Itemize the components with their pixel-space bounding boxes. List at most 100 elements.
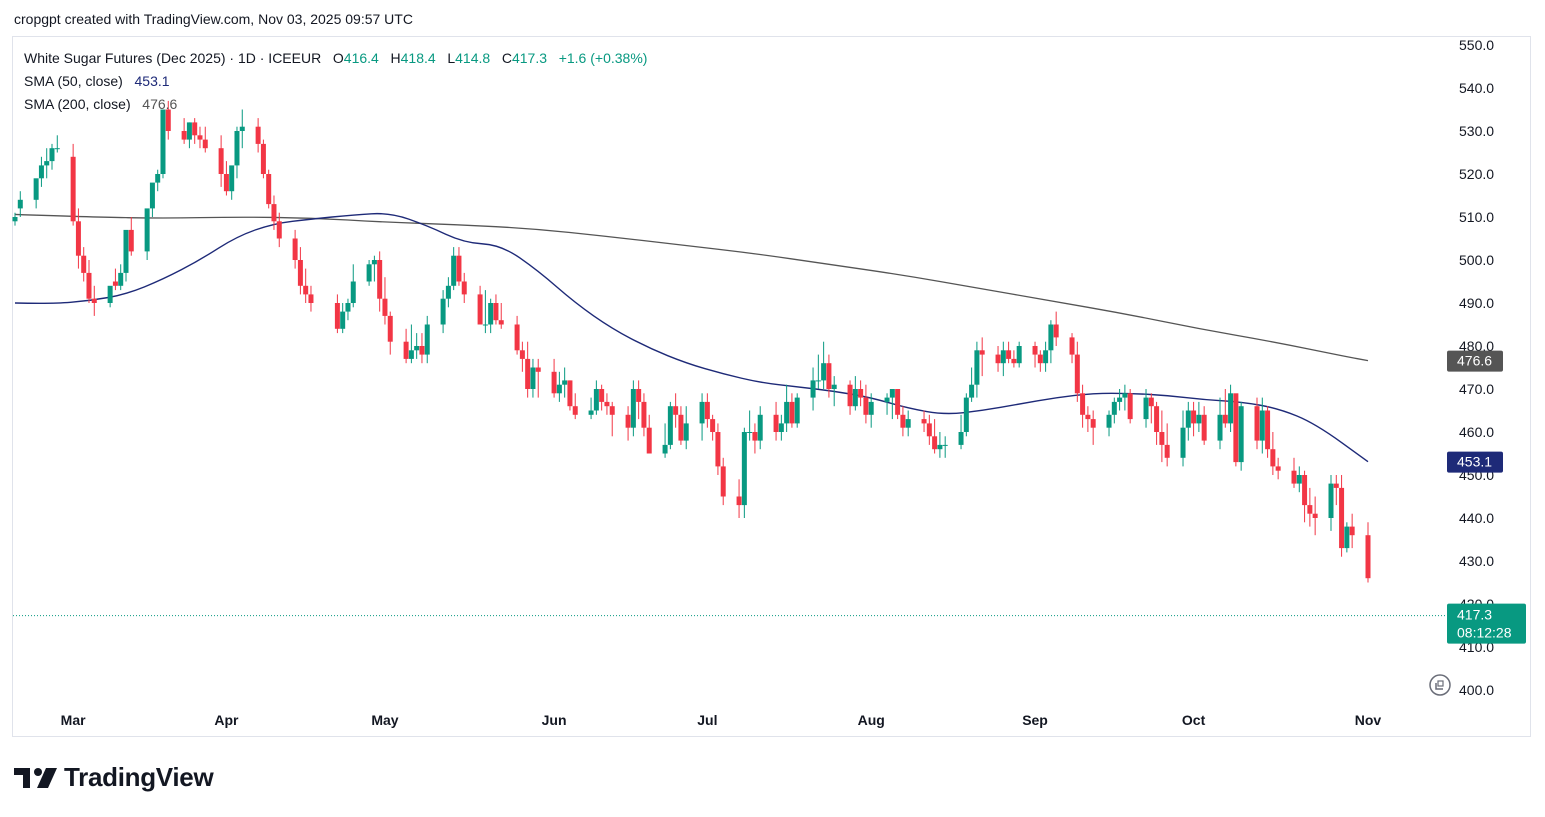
y-tick-label: 520.0 (1459, 166, 1494, 182)
candle (345, 298, 351, 321)
candle-body (371, 260, 377, 265)
candle-body (192, 122, 198, 136)
candle-body (921, 419, 927, 424)
candle (636, 380, 642, 420)
tradingview-logo[interactable]: TradingView (14, 762, 214, 793)
candle-body (1222, 414, 1228, 424)
candle-body (1365, 535, 1371, 579)
candle (186, 122, 192, 149)
candle-body (572, 406, 578, 415)
sma200-line (14, 213, 1369, 362)
candle-body (1006, 350, 1012, 359)
candle (921, 410, 927, 432)
candle (942, 436, 948, 458)
legend-change: +1.6 (+0.38%) (558, 50, 648, 66)
candle-body (107, 285, 113, 303)
candle (107, 285, 113, 308)
legend-low-label: L (447, 50, 456, 66)
candle (535, 358, 541, 398)
y-tick-label: 550.0 (1459, 37, 1494, 53)
candle-body (1254, 406, 1260, 441)
candle (1296, 466, 1302, 493)
candle (895, 389, 901, 420)
candle-body (440, 298, 446, 325)
candle-body (630, 389, 636, 428)
candle-body (340, 311, 346, 329)
candle (202, 126, 208, 153)
candle-body (646, 427, 652, 454)
candle-body (821, 363, 827, 381)
candle (239, 109, 245, 149)
candle-body (75, 221, 81, 256)
candle-body (662, 444, 668, 454)
candle (963, 393, 969, 437)
chart-caption: cropgpt created with TradingView.com, No… (14, 11, 413, 27)
candle (1164, 423, 1170, 467)
candle (266, 169, 272, 209)
candle (382, 277, 388, 325)
candle (588, 397, 594, 420)
legend-sma200-row[interactable]: SMA (200, close) 476.6 (24, 93, 647, 116)
candle (234, 126, 240, 179)
candle-body (49, 148, 55, 162)
candle (1080, 384, 1086, 428)
candle (673, 393, 679, 428)
candle (17, 191, 23, 217)
candle (118, 264, 124, 291)
candle-body (181, 131, 187, 140)
legend-open: 416.4 (343, 50, 379, 66)
candle (334, 294, 340, 334)
candle-body (118, 272, 124, 286)
candle-body (308, 294, 314, 303)
candle (678, 406, 684, 445)
candle-body (625, 414, 631, 428)
candle-body (1154, 406, 1160, 432)
candle (49, 143, 55, 170)
candle-body (847, 384, 853, 407)
y-tick-label: 430.0 (1459, 553, 1494, 569)
candle-body (1164, 444, 1170, 458)
candle (519, 341, 525, 372)
candle (1349, 513, 1355, 549)
candle-body (519, 350, 525, 359)
candle-body (1111, 401, 1117, 415)
y-tick-label: 490.0 (1459, 295, 1494, 311)
candle (144, 208, 150, 260)
candle-body (900, 414, 906, 428)
candle (1122, 384, 1128, 411)
candle (1307, 487, 1313, 527)
candle-body (1085, 414, 1091, 420)
reset-scale-icon[interactable] (1429, 674, 1451, 696)
legend-high-label: H (390, 50, 401, 66)
candle (81, 247, 87, 282)
x-tick-label: Aug (858, 712, 885, 728)
candle-body (1228, 393, 1234, 424)
candle (1233, 393, 1239, 467)
candle-body (461, 281, 467, 295)
candle (773, 401, 779, 441)
candle (38, 156, 44, 187)
candle-body (350, 281, 356, 303)
legend-sma50-row[interactable]: SMA (50, close) 453.1 (24, 70, 647, 93)
y-tick-label: 530.0 (1459, 123, 1494, 139)
legend-close: 417.3 (511, 50, 548, 66)
candle-body (747, 432, 753, 433)
candle (440, 290, 446, 334)
candle (308, 285, 314, 312)
candle (1032, 341, 1038, 368)
candle (1117, 389, 1123, 411)
candle (889, 389, 895, 420)
candle-body (377, 260, 383, 299)
candle (646, 414, 652, 454)
candle-body (223, 174, 229, 192)
candle-body (112, 281, 118, 286)
chart-legend: White Sugar Futures (Dec 2025) · 1D · IC… (24, 47, 647, 116)
candle (995, 346, 1001, 372)
candle (419, 333, 425, 364)
candle (757, 406, 763, 450)
candle-body (387, 315, 393, 342)
candle (905, 410, 911, 437)
candle (794, 393, 800, 428)
candle-body (1180, 427, 1186, 458)
